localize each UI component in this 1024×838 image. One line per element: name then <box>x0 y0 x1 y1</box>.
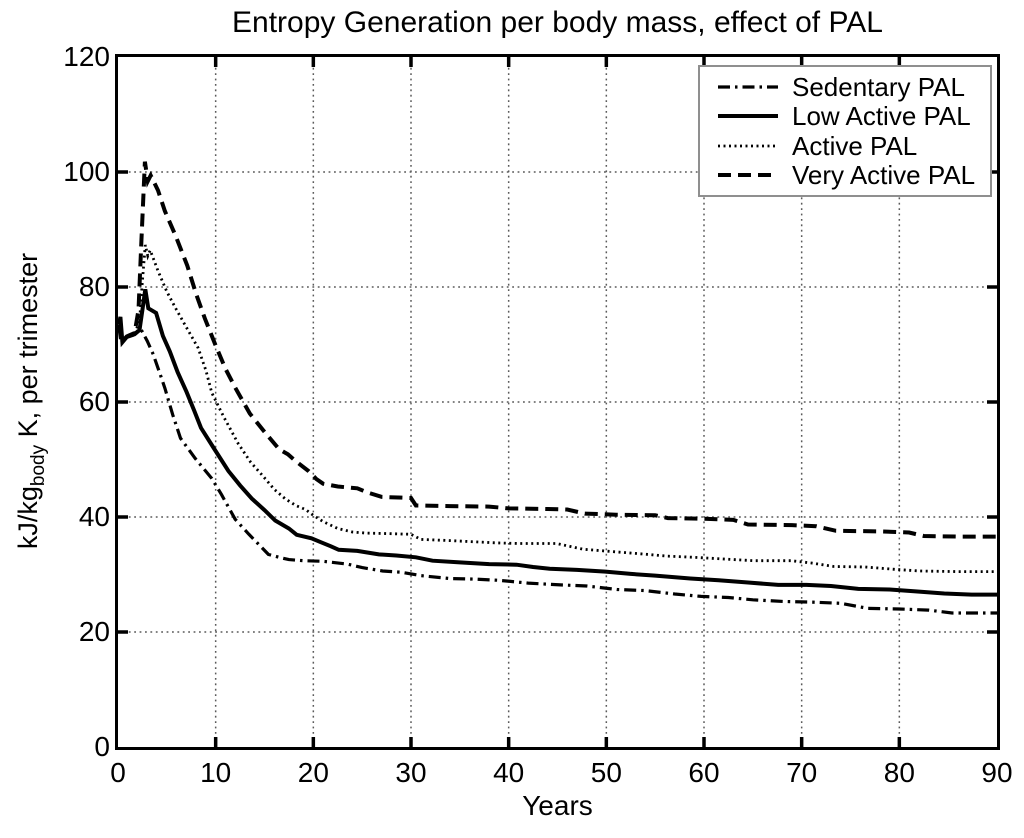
series-very-active-pal <box>118 161 997 539</box>
legend: Sedentary PAL Low Active PAL Active PAL Ver… <box>698 65 992 197</box>
x-tick-label-60: 60 <box>688 757 720 788</box>
dotted-line-sample-icon <box>718 144 778 148</box>
legend-item-very-active-pal: Very Active PAL <box>706 161 984 190</box>
plot-area: Sedentary PAL Low Active PAL Active PAL Ver… <box>115 54 1000 750</box>
x-tick-label-10: 10 <box>200 757 232 788</box>
chart-title: Entropy Generation per body mass, effect… <box>232 6 883 39</box>
x-tick-label-80: 80 <box>883 757 915 788</box>
y-tick-label-60: 60 <box>78 386 110 417</box>
y-tick-label-80: 80 <box>78 271 110 302</box>
x-tick-label-0: 0 <box>110 757 126 788</box>
y-tick-label-100: 100 <box>63 156 110 187</box>
series-low-active-pal <box>118 288 997 597</box>
y-tick-label-0: 0 <box>94 731 110 762</box>
legend-label: Low Active PAL <box>792 101 971 132</box>
y-axis-label-subscript: body <box>28 444 49 487</box>
solid-line-sample-icon <box>718 114 778 119</box>
x-tick-label-70: 70 <box>786 757 818 788</box>
y-tick-label-20: 20 <box>78 616 110 647</box>
dashdot-line-sample-icon <box>718 85 778 89</box>
x-axis-label: Years <box>522 790 593 821</box>
x-tick-label-90: 90 <box>981 757 1013 788</box>
x-tick-label-50: 50 <box>590 757 622 788</box>
legend-item-sedentary-pal: Sedentary PAL <box>706 72 984 101</box>
y-tick-label-40: 40 <box>78 501 110 532</box>
dashed-line-sample-icon <box>718 173 778 178</box>
legend-label: Very Active PAL <box>792 160 976 191</box>
legend-item-low-active-pal: Low Active PAL <box>706 102 984 131</box>
y-tick-label-120: 120 <box>63 41 110 72</box>
legend-label: Active PAL <box>792 130 918 161</box>
series-active-pal <box>118 244 997 573</box>
x-tick-label-20: 20 <box>297 757 329 788</box>
x-tick-label-40: 40 <box>493 757 525 788</box>
legend-item-active-pal: Active PAL <box>706 131 984 160</box>
x-tick-label-30: 30 <box>395 757 427 788</box>
legend-label: Sedentary PAL <box>792 71 965 102</box>
